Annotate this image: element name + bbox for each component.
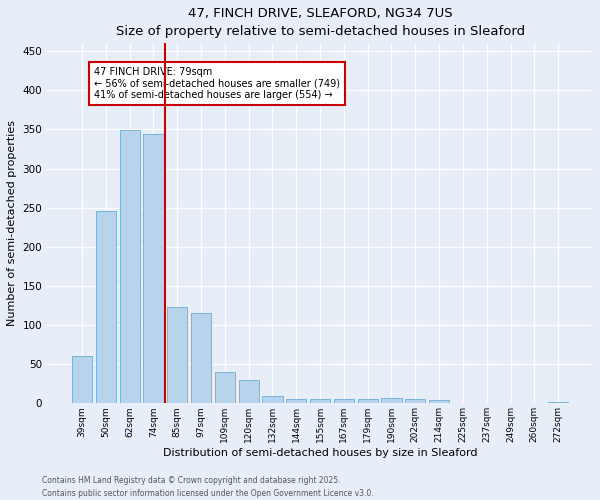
- Text: 47 FINCH DRIVE: 79sqm
← 56% of semi-detached houses are smaller (749)
41% of sem: 47 FINCH DRIVE: 79sqm ← 56% of semi-deta…: [94, 67, 340, 100]
- Bar: [548, 402, 568, 404]
- Bar: [191, 314, 211, 404]
- Bar: [358, 398, 378, 404]
- Bar: [405, 400, 425, 404]
- Bar: [453, 402, 473, 404]
- Bar: [215, 372, 235, 404]
- Y-axis label: Number of semi-detached properties: Number of semi-detached properties: [7, 120, 17, 326]
- Bar: [334, 400, 354, 404]
- Bar: [286, 400, 307, 404]
- Text: Contains HM Land Registry data © Crown copyright and database right 2025.
Contai: Contains HM Land Registry data © Crown c…: [42, 476, 374, 498]
- X-axis label: Distribution of semi-detached houses by size in Sleaford: Distribution of semi-detached houses by …: [163, 448, 478, 458]
- Bar: [96, 211, 116, 404]
- Bar: [429, 400, 449, 404]
- Bar: [119, 130, 140, 404]
- Bar: [310, 400, 330, 404]
- Bar: [239, 380, 259, 404]
- Bar: [382, 398, 401, 404]
- Bar: [72, 356, 92, 404]
- Title: 47, FINCH DRIVE, SLEAFORD, NG34 7US
Size of property relative to semi-detached h: 47, FINCH DRIVE, SLEAFORD, NG34 7US Size…: [116, 7, 524, 38]
- Bar: [167, 307, 187, 404]
- Bar: [143, 134, 164, 404]
- Bar: [262, 396, 283, 404]
